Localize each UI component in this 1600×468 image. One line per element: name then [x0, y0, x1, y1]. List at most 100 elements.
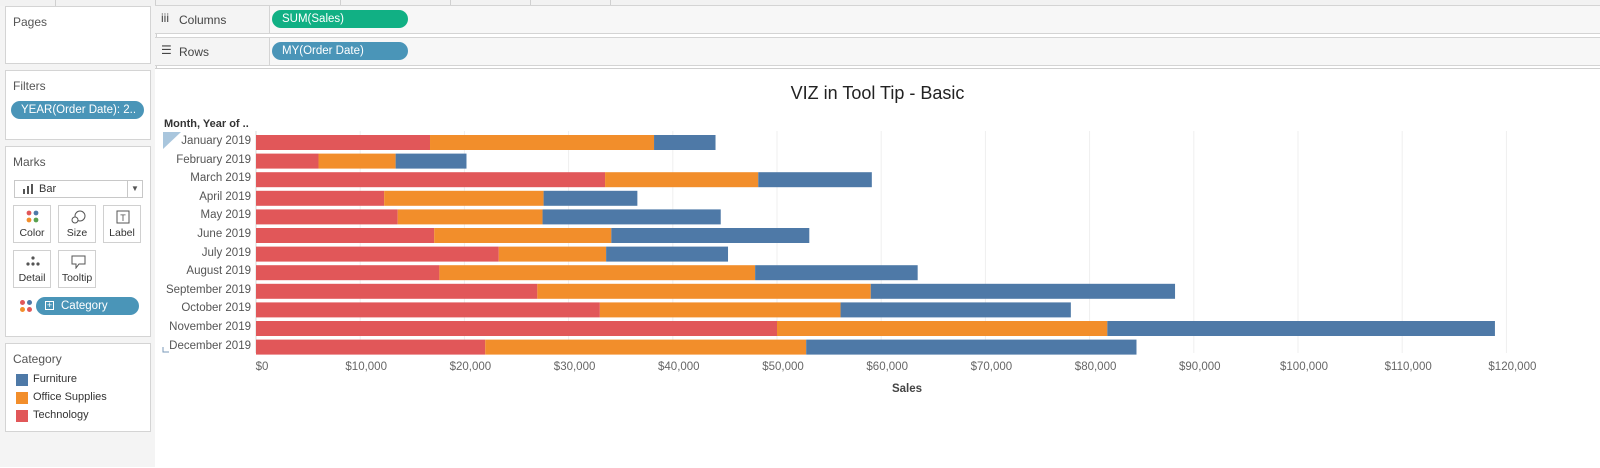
row-label[interactable]: July 2019	[201, 246, 251, 259]
bar-furniture[interactable]	[870, 283, 1176, 299]
label-button-label: Label	[109, 227, 135, 239]
bar-furniture[interactable]	[542, 209, 721, 225]
row-label[interactable]: February 2019	[176, 153, 251, 166]
mark-type-dropdown[interactable]: Bar ▼	[14, 180, 143, 198]
filters-card[interactable]: Filters YEAR(Order Date): 2..	[5, 70, 151, 140]
row-header[interactable]: Month, Year of ..	[164, 118, 249, 130]
bar-technology[interactable]	[256, 302, 600, 318]
columns-drop-area[interactable]: SUM(Sales)	[270, 6, 1600, 33]
bar-furniture[interactable]	[755, 265, 918, 281]
row-label[interactable]: April 2019	[199, 190, 251, 203]
size-button[interactable]: Size	[58, 205, 96, 243]
mark-type-label: Bar	[39, 183, 57, 195]
x-tick-label: $50,000	[762, 361, 804, 373]
legend-label: Office Supplies	[33, 391, 107, 403]
filter-pill-label: YEAR(Order Date): 2..	[21, 104, 137, 116]
row-label[interactable]: September 2019	[165, 283, 251, 296]
bar-office-supplies[interactable]	[430, 135, 655, 150]
x-tick-label: $40,000	[658, 361, 700, 373]
row-label[interactable]: November 2019	[169, 321, 251, 333]
bar-furniture[interactable]	[611, 228, 810, 243]
marks-title: Marks	[13, 155, 46, 169]
columns-shelf-label: iii Columns	[155, 6, 270, 33]
row-label[interactable]: August 2019	[186, 265, 251, 278]
pages-card[interactable]: Pages	[5, 6, 151, 64]
columns-shelf[interactable]: iii Columns SUM(Sales)	[155, 5, 1600, 34]
toolbar-divider	[155, 0, 156, 6]
viz-canvas: VIZ in Tool Tip - Basic Month, Year of .…	[155, 68, 1600, 468]
label-t-icon: T	[116, 210, 130, 224]
bar-furniture[interactable]	[606, 246, 729, 262]
bar-technology[interactable]	[256, 228, 435, 243]
row-label[interactable]: December 2019	[169, 339, 251, 352]
bar-furniture[interactable]	[806, 339, 1137, 355]
tooltip-button[interactable]: Tooltip	[58, 250, 96, 288]
color-dots-icon	[26, 210, 39, 223]
bar-chart-icon	[23, 184, 33, 194]
bar-technology[interactable]	[256, 265, 440, 281]
expand-plus-icon[interactable]: +	[45, 300, 54, 310]
legend-swatch	[16, 392, 28, 404]
bar-technology[interactable]	[256, 135, 431, 150]
color-button[interactable]: Color	[13, 205, 51, 243]
marks-card: Marks Bar ▼ Color Size T	[5, 146, 151, 337]
x-axis-title: Sales	[891, 383, 923, 395]
legend-label: Technology	[33, 409, 89, 421]
x-tick-label: $90,000	[1179, 361, 1221, 373]
row-label[interactable]: October 2019	[181, 302, 251, 315]
bar-technology[interactable]	[256, 246, 499, 262]
columns-label-text: Columns	[179, 13, 227, 27]
bar-technology[interactable]	[256, 339, 486, 355]
bar-office-supplies[interactable]	[605, 172, 759, 188]
bar-technology[interactable]	[256, 190, 385, 206]
bar-office-supplies[interactable]	[537, 283, 871, 299]
rows-icon: ☰	[161, 43, 172, 57]
bar-office-supplies[interactable]	[384, 190, 544, 206]
bar-technology[interactable]	[256, 153, 319, 169]
row-label[interactable]: March 2019	[190, 172, 251, 185]
legend-swatch	[16, 374, 28, 386]
bar-furniture[interactable]	[654, 135, 716, 150]
bar-office-supplies[interactable]	[498, 246, 607, 262]
bar-office-supplies[interactable]	[599, 302, 841, 318]
label-button[interactable]: T Label	[103, 205, 141, 243]
x-tick-label: $30,000	[553, 361, 596, 373]
bar-furniture[interactable]	[1107, 321, 1495, 336]
size-icon	[71, 210, 86, 224]
category-pill[interactable]: + Category	[36, 297, 139, 315]
bar-office-supplies[interactable]	[397, 209, 543, 225]
rows-drop-area[interactable]: MY(Order Date)	[270, 38, 1600, 65]
chevron-down-icon[interactable]: ▼	[127, 181, 142, 197]
bar-office-supplies[interactable]	[434, 228, 612, 243]
row-label[interactable]: May 2019	[200, 209, 251, 222]
selection-corner-marker	[163, 132, 181, 149]
filter-pill-year[interactable]: YEAR(Order Date): 2..	[11, 101, 144, 119]
bar-technology[interactable]	[256, 209, 398, 225]
row-label[interactable]: January 2019	[181, 135, 251, 147]
toolbar-divider	[55, 0, 56, 6]
bar-office-supplies[interactable]	[439, 265, 756, 281]
row-label[interactable]: June 2019	[197, 228, 251, 240]
bar-furniture[interactable]	[758, 172, 872, 188]
sum-sales-pill[interactable]: SUM(Sales)	[272, 10, 408, 28]
bar-furniture[interactable]	[840, 302, 1071, 318]
order-date-pill[interactable]: MY(Order Date)	[272, 42, 408, 60]
toolbar-divider	[610, 0, 611, 6]
bar-furniture[interactable]	[395, 153, 467, 169]
legend-title: Category	[13, 352, 62, 366]
bar-office-supplies[interactable]	[777, 321, 1108, 336]
bar-office-supplies[interactable]	[318, 153, 396, 169]
bar-office-supplies[interactable]	[485, 339, 807, 355]
bar-technology[interactable]	[256, 283, 538, 299]
x-tick-label: $100,000	[1280, 361, 1328, 373]
sum-sales-pill-label: SUM(Sales)	[282, 13, 344, 25]
bar-technology[interactable]	[256, 321, 777, 336]
detail-button[interactable]: Detail	[13, 250, 51, 288]
bar-technology[interactable]	[256, 172, 606, 188]
category-pill-label: Category	[61, 300, 108, 312]
bar-furniture[interactable]	[543, 190, 638, 206]
rows-shelf[interactable]: ☰ Rows MY(Order Date)	[155, 37, 1600, 66]
category-legend-card: Category Furniture Office Supplies Techn…	[5, 343, 151, 432]
color-button-label: Color	[19, 227, 45, 239]
x-tick-label: $20,000	[449, 361, 492, 373]
